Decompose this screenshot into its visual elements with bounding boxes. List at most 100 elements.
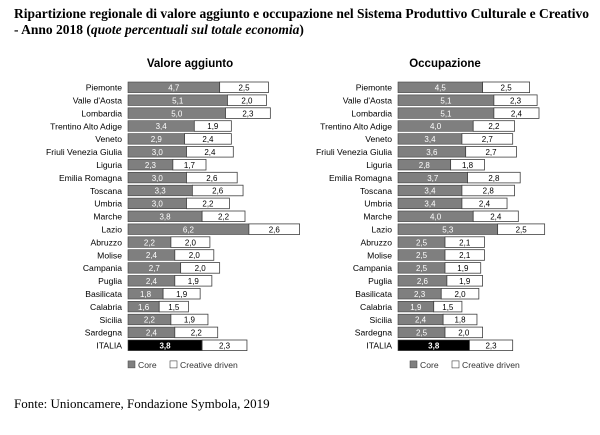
- label-creative-liguria: 1,8: [462, 161, 474, 170]
- bar-creative-valle-d-aosta: [493, 94, 538, 106]
- category-label-umbria: Umbria: [94, 199, 122, 209]
- legend-label-creative: Creative driven: [462, 360, 520, 370]
- label-creative-veneto: 2,4: [202, 135, 214, 144]
- label-core-puglia: 2,4: [146, 277, 158, 286]
- label-creative-umbria: 2,2: [202, 200, 214, 209]
- label-core-abruzzo: 2,2: [144, 238, 156, 247]
- category-label-puglia: Puglia: [368, 276, 392, 286]
- label-creative-sicilia: 1,8: [454, 316, 466, 325]
- bar-creative-umbria: [186, 197, 230, 210]
- bar-creative-campania: [180, 262, 221, 274]
- bar-creative-calabria: [158, 300, 189, 313]
- category-label-friuli-venezia-giulia: Friuli Venezia Giulia: [316, 147, 392, 157]
- bar-creative-liguria: [450, 159, 485, 171]
- bar-creative-piemonte: [219, 81, 269, 94]
- label-creative-trentino-alto-adige: 2,2: [488, 122, 500, 131]
- category-label-calabria: Calabria: [360, 302, 392, 312]
- bar-creative-veneto: [461, 133, 514, 145]
- category-label-basilicata: Basilicata: [355, 289, 392, 299]
- bar-creative-marche: [472, 210, 519, 223]
- label-creative-molise: 2,1: [459, 251, 471, 260]
- category-label-campania: Campania: [83, 263, 122, 273]
- bar-creative-campania: [444, 262, 482, 274]
- label-core-veneto: 2,9: [151, 135, 163, 144]
- label-creative-friuli-venezia-giulia: 2,7: [485, 148, 497, 157]
- category-label-trentino-alto-adige: Trentino Alto Adige: [320, 121, 392, 131]
- legend-label-creative: Creative driven: [180, 360, 238, 370]
- label-creative-sardegna: 2,2: [191, 329, 203, 338]
- label-core-valle-d-aosta: 5,1: [172, 96, 184, 105]
- label-core-liguria: 2,3: [145, 161, 157, 170]
- category-label-lazio: Lazio: [371, 225, 392, 235]
- category-label-veneto: Veneto: [365, 134, 392, 144]
- bar-creative-lazio: [248, 223, 300, 235]
- label-core-lazio: 6,2: [183, 225, 195, 234]
- label-creative-calabria: 1,5: [168, 303, 180, 312]
- label-core-molise: 2,4: [146, 251, 158, 260]
- category-label-liguria: Liguria: [366, 160, 392, 170]
- bar-creative-lazio: [497, 223, 546, 235]
- category-label-sicilia: Sicilia: [370, 315, 393, 325]
- bar-creative-veneto: [184, 133, 232, 145]
- occupazione-svg: Occupazione Piemonte 4,5 2,5 Valle d'Aosta 5,…: [316, 58, 546, 370]
- category-label-marche: Marche: [363, 212, 392, 222]
- category-label-molise: Molise: [367, 250, 392, 260]
- bar-creative-abruzzo: [444, 236, 485, 248]
- bar-creative-lombardia: [493, 107, 540, 119]
- label-core-sicilia: 2,2: [144, 316, 156, 325]
- legend-label-core: Core: [420, 360, 439, 370]
- label-creative-friuli-venezia-giulia: 2,4: [204, 148, 216, 157]
- label-core-liguria: 2,8: [419, 161, 431, 170]
- legend-swatch-creative: [451, 360, 460, 369]
- bar-creative-emilia-romagna: [467, 171, 521, 184]
- label-creative-lazio: 2,5: [516, 225, 528, 234]
- category-label-sardegna: Sardegna: [355, 328, 392, 338]
- category-label-friuli-venezia-giulia: Friuli Venezia Giulia: [46, 147, 122, 157]
- label-core-friuli-venezia-giulia: 3,0: [152, 148, 164, 157]
- label-creative-italia: 2,3: [485, 342, 497, 351]
- label-creative-sardegna: 2,0: [458, 329, 470, 338]
- label-creative-umbria: 2,4: [479, 200, 491, 209]
- label-creative-abruzzo: 2,1: [459, 238, 471, 247]
- bar-creative-puglia: [446, 275, 484, 287]
- label-creative-toscana: 2,6: [212, 187, 224, 196]
- source-note: Fonte: Unioncamere, Fondazione Symbola, …: [14, 396, 270, 411]
- bar-creative-italia: [469, 339, 514, 352]
- bar-creative-sicilia: [170, 313, 209, 326]
- label-core-lombardia: 5,0: [171, 109, 183, 118]
- category-label-abruzzo: Abruzzo: [360, 237, 392, 247]
- bar-creative-sardegna: [174, 326, 219, 339]
- label-creative-abruzzo: 2,0: [185, 238, 197, 247]
- label-core-marche: 3,8: [159, 213, 171, 222]
- label-core-campania: 2,5: [416, 264, 428, 273]
- category-label-piemonte: Piemonte: [86, 83, 123, 93]
- label-creative-emilia-romagna: 2,8: [488, 174, 500, 183]
- label-creative-piemonte: 2,5: [501, 84, 513, 93]
- category-label-emilia-romagna: Emilia Romagna: [329, 173, 392, 183]
- label-core-piemonte: 4,5: [435, 84, 447, 93]
- label-core-umbria: 3,4: [424, 200, 436, 209]
- bar-creative-trentino-alto-adige: [193, 120, 232, 132]
- label-core-emilia-romagna: 3,7: [427, 174, 439, 183]
- bar-creative-puglia: [174, 275, 213, 287]
- category-label-marche: Marche: [93, 212, 122, 222]
- legend-swatch-core: [409, 360, 418, 369]
- label-core-basilicata: 1,8: [140, 290, 152, 299]
- label-core-lazio: 5,3: [442, 225, 454, 234]
- bar-creative-sardegna: [444, 326, 483, 339]
- bar-creative-liguria: [172, 159, 207, 171]
- panel-title: Occupazione: [409, 58, 481, 70]
- bar-creative-umbria: [461, 197, 508, 210]
- label-core-campania: 2,7: [149, 264, 161, 273]
- category-label-italia: ITALIA: [96, 341, 122, 351]
- bar-creative-molise: [444, 249, 485, 261]
- category-label-piemonte: Piemonte: [356, 83, 393, 93]
- bar-creative-friuli-venezia-giulia: [186, 146, 234, 158]
- label-creative-basilicata: 1,9: [176, 290, 188, 299]
- label-core-toscana: 3,4: [424, 187, 436, 196]
- category-label-lazio: Lazio: [101, 225, 122, 235]
- label-core-marche: 4,0: [430, 213, 442, 222]
- bar-creative-valle-d-aosta: [227, 94, 267, 106]
- label-creative-lombardia: 2,3: [242, 109, 254, 118]
- category-label-basilicata: Basilicata: [85, 289, 122, 299]
